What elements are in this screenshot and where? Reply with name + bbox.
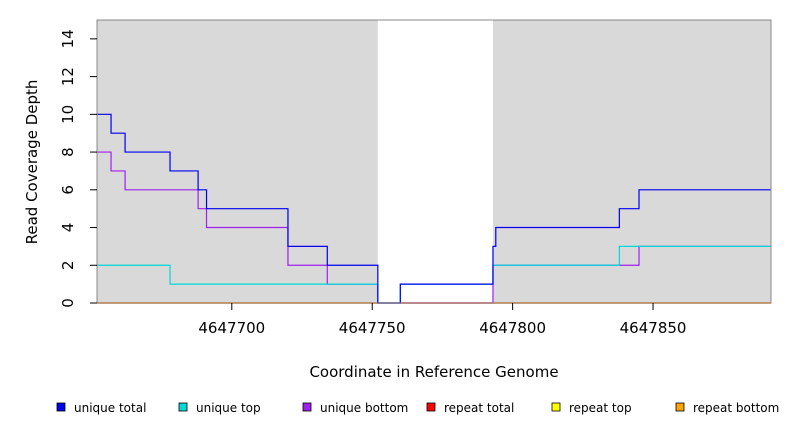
legend-label: repeat top bbox=[569, 401, 632, 415]
shaded-region bbox=[492, 20, 771, 303]
legend-label: unique total bbox=[74, 401, 146, 415]
legend-swatch bbox=[302, 402, 312, 412]
legend-swatch bbox=[178, 402, 188, 412]
y-tick-label: 14 bbox=[59, 29, 77, 48]
legend: unique total unique top unique bottom repea… bbox=[56, 401, 779, 415]
series-line-unique-total bbox=[97, 113, 771, 304]
legend-swatch bbox=[426, 402, 436, 412]
legend-item: unique top bbox=[178, 401, 261, 415]
legend-item: unique total bbox=[56, 401, 146, 415]
legend-label: unique bottom bbox=[320, 401, 408, 415]
x-tick-label: 4647850 bbox=[620, 319, 687, 337]
x-axis: 4647700 4647750 4647800 4647850 bbox=[198, 303, 686, 337]
shaded-region bbox=[97, 20, 378, 303]
plot-background bbox=[97, 20, 771, 303]
legend-label: repeat total bbox=[444, 401, 514, 415]
legend-label: unique top bbox=[196, 401, 261, 415]
y-tick-label: 8 bbox=[59, 147, 77, 157]
legend-item: repeat total bbox=[426, 401, 514, 415]
y-tick-label: 6 bbox=[59, 185, 77, 195]
y-tick-label: 12 bbox=[59, 67, 77, 86]
legend-swatch bbox=[675, 402, 685, 412]
x-tick-label: 4647750 bbox=[339, 319, 406, 337]
legend-item: repeat bottom bbox=[675, 401, 779, 415]
legend-item: repeat top bbox=[551, 401, 632, 415]
y-axis: 0 2 4 6 8 10 12 14 bbox=[59, 29, 97, 308]
y-tick-label: 4 bbox=[59, 223, 77, 233]
x-tick-label: 4647800 bbox=[479, 319, 546, 337]
legend-label: repeat bottom bbox=[693, 401, 779, 415]
x-axis-title: Coordinate in Reference Genome bbox=[309, 363, 558, 381]
legend-swatch bbox=[56, 402, 66, 412]
plot-frame bbox=[96, 19, 772, 304]
x-tick-label: 4647700 bbox=[198, 319, 265, 337]
y-tick-label: 10 bbox=[59, 105, 77, 124]
y-tick-label: 2 bbox=[59, 260, 77, 270]
y-tick-label: 0 bbox=[59, 298, 77, 308]
legend-item: unique bottom bbox=[302, 401, 408, 415]
legend-swatch bbox=[551, 402, 561, 412]
y-axis-title: Read Coverage Depth bbox=[23, 80, 41, 245]
